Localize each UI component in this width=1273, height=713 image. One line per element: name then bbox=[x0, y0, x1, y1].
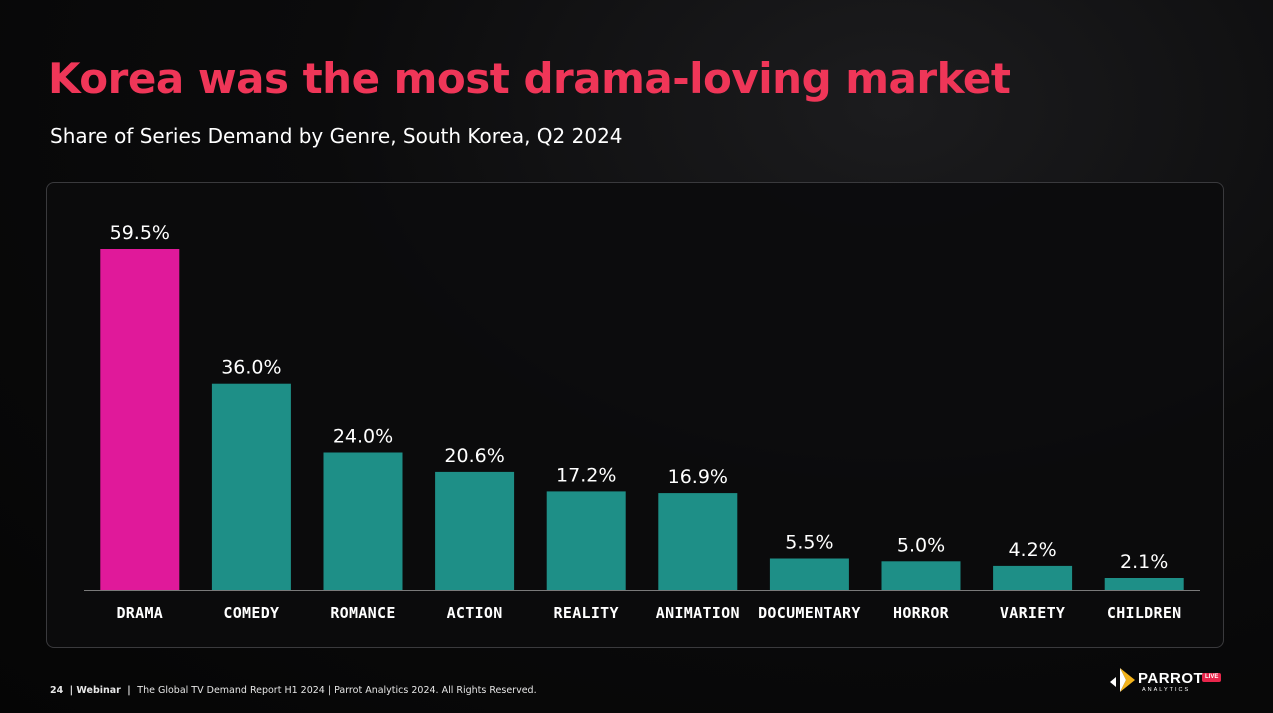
page-title: Korea was the most drama-loving market bbox=[48, 54, 1011, 103]
chart-panel: 59.5% DRAMA 36.0% COMEDY 24.0% ROMANCE 20.6% AC… bbox=[46, 182, 1224, 648]
category-label-documentary: DOCUMENTARY bbox=[758, 604, 861, 622]
value-label-reality: 17.2% bbox=[556, 464, 616, 486]
footer-separator: | bbox=[66, 685, 77, 696]
category-label-reality: REALITY bbox=[554, 604, 619, 622]
value-label-romance: 24.0% bbox=[333, 426, 393, 448]
category-label-romance: ROMANCE bbox=[330, 604, 395, 622]
bar-horror bbox=[881, 561, 961, 590]
bar-comedy bbox=[211, 383, 291, 590]
bar-animation bbox=[658, 493, 738, 590]
parrot-analytics-logo: PARROT ANALYTICS LIVE bbox=[1106, 667, 1231, 697]
bar-drama bbox=[100, 249, 180, 590]
category-label-children: CHILDREN bbox=[1107, 604, 1182, 622]
left-arrow-icon bbox=[1110, 677, 1116, 687]
bar-action bbox=[435, 471, 515, 590]
bar-variety bbox=[993, 565, 1073, 590]
category-label-variety: VARIETY bbox=[1000, 604, 1065, 622]
logo-name: PARROT bbox=[1138, 670, 1204, 687]
logo-subtitle: ANALYTICS bbox=[1142, 687, 1191, 693]
value-label-comedy: 36.0% bbox=[221, 357, 281, 379]
value-label-drama: 59.5% bbox=[110, 222, 170, 244]
category-label-comedy: COMEDY bbox=[223, 604, 279, 622]
value-label-variety: 4.2% bbox=[1008, 539, 1056, 561]
value-label-documentary: 5.5% bbox=[785, 532, 833, 554]
category-label-action: ACTION bbox=[447, 604, 503, 622]
value-label-children: 2.1% bbox=[1120, 551, 1168, 573]
value-label-action: 20.6% bbox=[444, 445, 504, 467]
page-subtitle: Share of Series Demand by Genre, South K… bbox=[50, 124, 623, 148]
category-label-animation: ANIMATION bbox=[656, 604, 740, 622]
bar-documentary bbox=[769, 558, 849, 590]
bar-romance bbox=[323, 452, 403, 590]
footer: 24 | Webinar | The Global TV Demand Repo… bbox=[50, 685, 537, 696]
category-label-horror: HORROR bbox=[893, 604, 950, 622]
category-label-drama: DRAMA bbox=[116, 604, 163, 622]
live-badge: LIVE bbox=[1202, 673, 1222, 682]
footer-section: Webinar bbox=[76, 685, 121, 696]
parrot-logo-icon bbox=[1120, 668, 1135, 692]
value-label-horror: 5.0% bbox=[897, 534, 945, 556]
footer-page-number: 24 bbox=[50, 685, 64, 696]
bar-children bbox=[1104, 578, 1184, 590]
footer-separator: | bbox=[123, 685, 138, 696]
bar-chart: 59.5% DRAMA 36.0% COMEDY 24.0% ROMANCE 20.6% AC… bbox=[84, 222, 1200, 622]
value-label-animation: 16.9% bbox=[668, 466, 728, 488]
bar-reality bbox=[546, 491, 626, 590]
footer-text: The Global TV Demand Report H1 2024 | Pa… bbox=[137, 685, 537, 696]
